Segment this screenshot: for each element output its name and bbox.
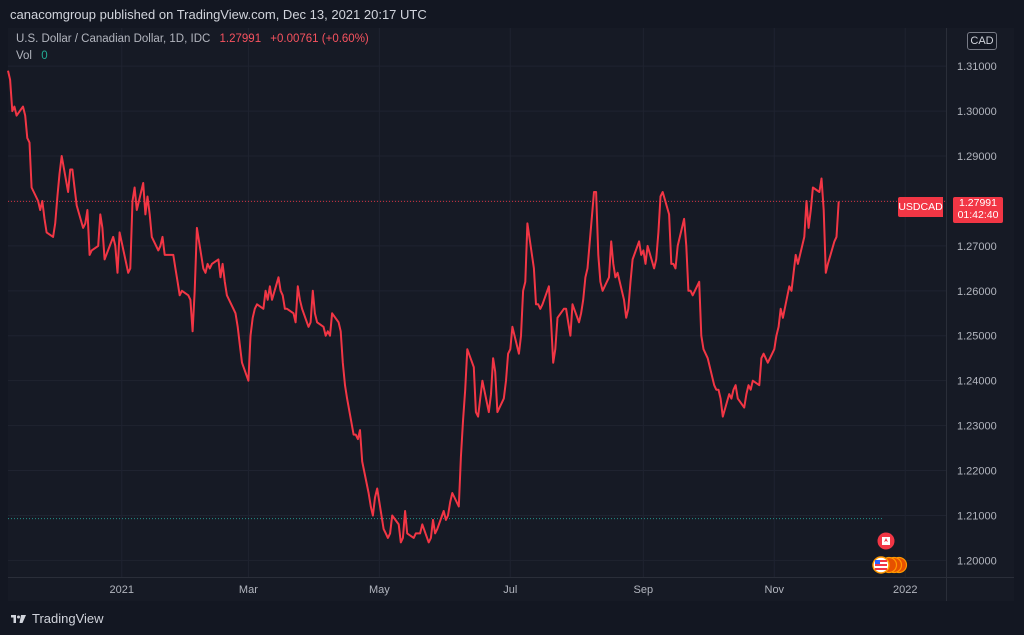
- x-tick-label: Mar: [239, 584, 258, 596]
- tradingview-brand[interactable]: TradingView: [10, 611, 104, 626]
- y-tick-label: 1.29000: [957, 151, 997, 163]
- legend-symbol: U.S. Dollar / Canadian Dollar, 1D, IDC: [16, 33, 211, 45]
- last-price-tag: 1.27991 01:42:40: [953, 197, 1003, 223]
- legend-change: +0.00761 (+0.60%): [270, 33, 369, 45]
- x-tick-label: Jul: [503, 584, 517, 596]
- x-tick-label: 2022: [893, 584, 917, 596]
- us-flag-stripe: [875, 560, 887, 562]
- volume-value: 0: [41, 50, 48, 62]
- us-flag-icon: [872, 556, 890, 574]
- series-layer: [7, 70, 840, 544]
- volume-legend: Vol 0: [16, 50, 48, 62]
- y-tick-label: 1.23000: [957, 421, 997, 433]
- bar-countdown: 01:42:40: [957, 209, 999, 221]
- event-markers: [872, 532, 908, 574]
- symbol-price-tag: USDCAD: [898, 197, 943, 217]
- y-tick-label: 1.20000: [957, 555, 997, 567]
- us-flag-canton: [875, 560, 880, 564]
- y-tick-label: 1.25000: [957, 331, 997, 343]
- usdcad-price-line: [7, 70, 840, 544]
- volume-label: Vol: [16, 50, 32, 62]
- us-flag-stripe: [875, 564, 887, 566]
- maple-leaf: [884, 538, 888, 542]
- y-tick-label: 1.24000: [957, 376, 997, 388]
- y-tick-label: 1.31000: [957, 61, 997, 73]
- legend-last-price: 1.27991: [219, 33, 262, 45]
- reference-lines: [8, 200, 946, 520]
- canada-flag-icon: [877, 532, 895, 550]
- published-text: canacomgroup published on TradingView.co…: [10, 7, 427, 22]
- x-tick-label: Nov: [765, 584, 785, 596]
- x-tick-label: May: [369, 584, 390, 596]
- last-price-value: 1.27991: [959, 197, 997, 209]
- grid-lines: [8, 28, 946, 577]
- currency-badge[interactable]: CAD: [967, 32, 997, 50]
- y-tick-label: 1.30000: [957, 106, 997, 118]
- x-tick-label: 2021: [110, 584, 134, 596]
- chart-legend: U.S. Dollar / Canadian Dollar, 1D, IDC 1…: [16, 33, 369, 45]
- footer-bar: [0, 602, 1024, 635]
- y-tick-label: 1.21000: [957, 510, 997, 522]
- y-tick-label: 1.26000: [957, 286, 997, 298]
- chart-pane[interactable]: [8, 28, 1014, 601]
- y-tick-label: 1.22000: [957, 466, 997, 478]
- tradingview-logo-icon: [11, 615, 26, 623]
- brand-label: TradingView: [32, 611, 104, 626]
- x-tick-label: Sep: [634, 584, 654, 596]
- us-flag-stripe: [875, 568, 887, 570]
- header-bar: [0, 0, 1024, 28]
- y-tick-label: 1.27000: [957, 241, 997, 253]
